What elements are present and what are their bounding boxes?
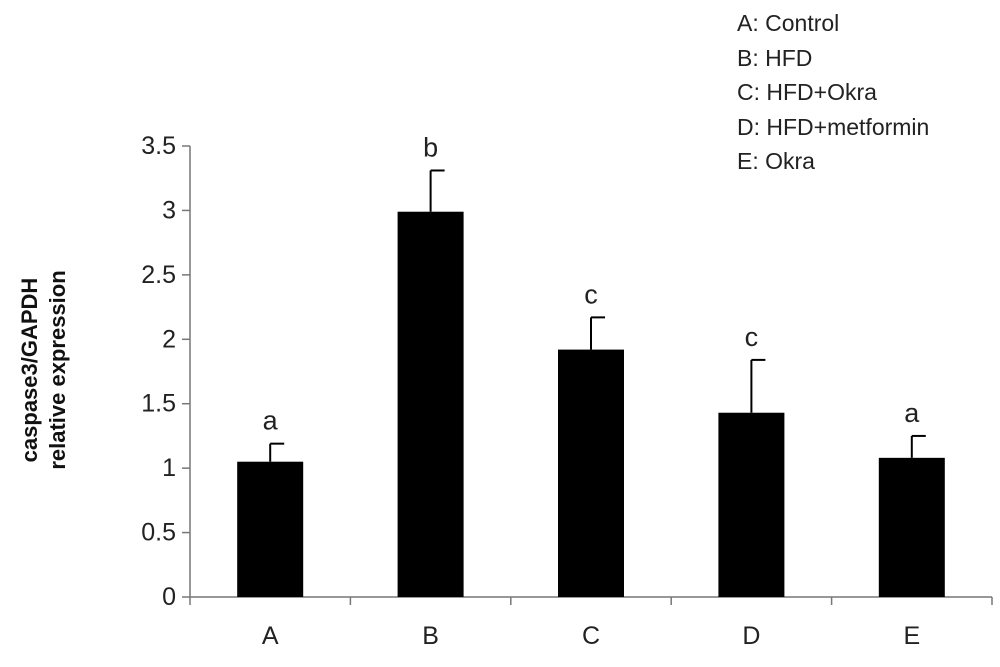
bar-c	[558, 349, 624, 597]
x-tick-label-d: D	[742, 622, 760, 650]
bar-e	[878, 457, 945, 597]
y-axis-label-line-1: caspase3/GAPDH	[17, 277, 42, 463]
tick-labels: 0 0.5 1 1.5 2 2.5 3 3.5 A B C D E	[141, 132, 920, 650]
legend-item-e: E: Okra	[737, 148, 815, 174]
significance-letter-b: b	[423, 132, 438, 162]
bar-a	[237, 461, 304, 597]
significance-letter-a: a	[263, 406, 279, 436]
bar-d	[718, 412, 785, 597]
axes	[182, 145, 993, 605]
significance-letters: a b c c a	[263, 132, 921, 435]
y-tick-label-4: 2	[162, 325, 176, 353]
x-tick-label-e: E	[903, 622, 920, 650]
y-tick-label-1: 0.5	[141, 519, 176, 547]
y-axis-label: caspase3/GAPDH relative expression	[16, 190, 72, 550]
x-tick-label-a: A	[262, 622, 279, 650]
significance-letter-e: a	[904, 398, 920, 428]
legend-item-c: C: HFD+Okra	[737, 79, 877, 105]
legend: A: Control B: HFD C: HFD+Okra D: HFD+met…	[737, 6, 929, 179]
significance-letter-d: c	[745, 322, 759, 352]
y-tick-label-2: 1	[162, 454, 176, 482]
y-tick-label-6: 3	[162, 196, 176, 224]
y-tick-label-0: 0	[162, 583, 176, 611]
y-tick-label-3: 1.5	[141, 390, 176, 418]
y-tick-label-5: 2.5	[141, 261, 176, 289]
x-tick-label-c: C	[582, 622, 600, 650]
legend-item-a: A: Control	[737, 10, 840, 36]
legend-item-d: D: HFD+metformin	[737, 113, 930, 140]
error-bars	[269, 169, 926, 462]
y-tick-label-7: 3.5	[141, 132, 176, 160]
bars	[237, 211, 945, 597]
y-axis-label-line-2: relative expression	[45, 270, 70, 470]
bar-b	[397, 211, 464, 597]
x-tick-label-b: B	[422, 622, 439, 650]
significance-letter-c: c	[584, 279, 598, 309]
legend-item-b: B: HFD	[737, 44, 813, 71]
